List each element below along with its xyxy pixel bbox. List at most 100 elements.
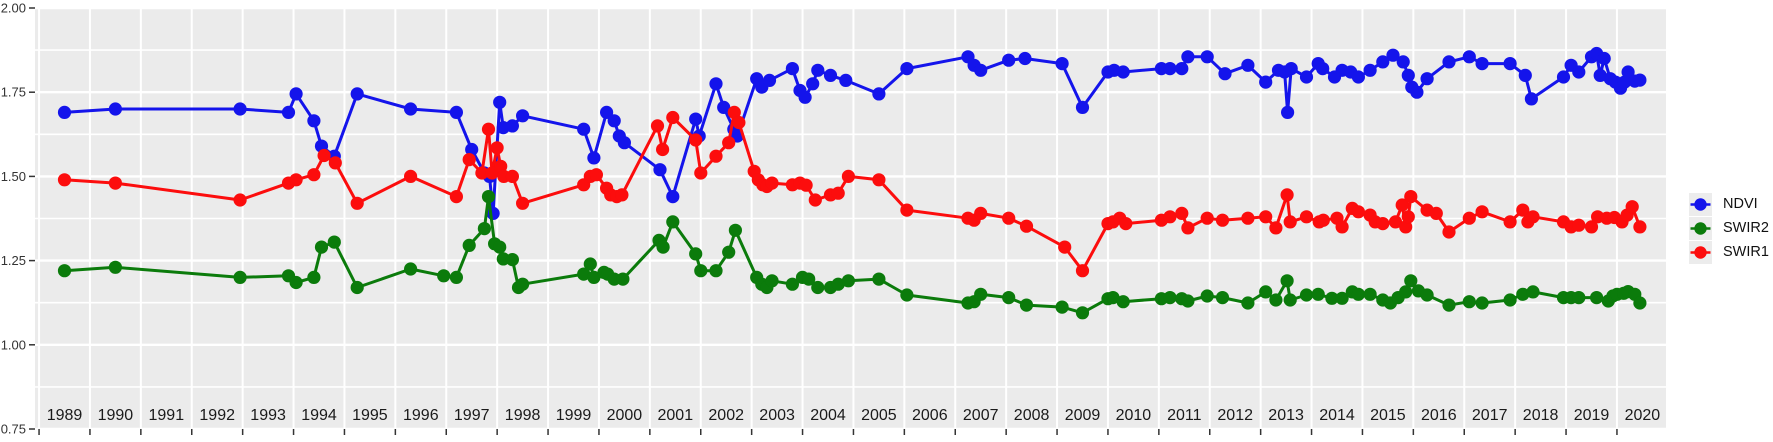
data-point xyxy=(1524,92,1538,106)
data-point xyxy=(617,136,632,150)
data-point xyxy=(449,190,463,204)
data-point xyxy=(1241,296,1255,310)
data-point xyxy=(314,240,329,254)
data-point xyxy=(317,148,331,163)
data-point xyxy=(494,159,508,173)
data-point xyxy=(1311,287,1325,301)
data-point xyxy=(811,63,825,77)
data-point xyxy=(1299,288,1314,302)
data-point xyxy=(57,105,72,119)
data-point xyxy=(1399,285,1413,299)
data-point xyxy=(1503,57,1517,71)
data-point xyxy=(481,122,496,136)
data-point xyxy=(1259,285,1273,299)
swir2-legend-marker-icon xyxy=(1689,217,1712,240)
data-point xyxy=(1526,285,1540,299)
svg-text:1998: 1998 xyxy=(505,407,541,424)
svg-text:1.25: 1.25 xyxy=(1,253,26,268)
data-point xyxy=(505,169,519,183)
legend: NDVI SWIR2 SWIR1 xyxy=(1689,193,1769,264)
data-point xyxy=(1283,293,1297,307)
svg-text:2020: 2020 xyxy=(1625,407,1661,424)
data-point xyxy=(1200,211,1214,225)
data-point xyxy=(1269,293,1283,307)
data-point xyxy=(233,270,247,284)
data-point xyxy=(490,141,504,155)
data-point xyxy=(785,277,800,291)
data-point xyxy=(505,253,519,267)
svg-text:2007: 2007 xyxy=(963,407,999,424)
data-point xyxy=(732,115,746,130)
data-point xyxy=(841,274,856,288)
data-point xyxy=(717,100,731,114)
data-point xyxy=(462,153,476,167)
data-point xyxy=(475,166,489,180)
data-point xyxy=(587,270,601,284)
data-point xyxy=(709,264,723,278)
svg-text:2017: 2017 xyxy=(1472,407,1508,424)
data-point xyxy=(1475,205,1489,219)
data-point xyxy=(1106,291,1120,305)
data-point xyxy=(616,272,630,286)
data-point xyxy=(656,240,670,254)
data-point xyxy=(1442,298,1456,312)
legend-label-ndvi: NDVI xyxy=(1723,196,1758,212)
data-point xyxy=(1404,190,1418,204)
data-point xyxy=(1002,53,1016,67)
data-point xyxy=(108,102,122,116)
svg-text:2010: 2010 xyxy=(1116,407,1152,424)
svg-text:2014: 2014 xyxy=(1319,407,1355,424)
data-point xyxy=(1215,213,1230,227)
data-point xyxy=(1283,215,1297,229)
svg-text:2.00: 2.00 xyxy=(1,1,26,16)
data-point xyxy=(1175,62,1189,76)
data-point xyxy=(1363,63,1377,77)
data-point xyxy=(722,136,736,150)
data-point xyxy=(350,196,364,210)
data-point xyxy=(289,275,303,290)
data-point xyxy=(689,133,703,147)
series-ndvi xyxy=(57,46,1647,220)
data-point xyxy=(1618,75,1632,89)
data-point xyxy=(289,87,303,101)
data-point xyxy=(1625,200,1639,214)
data-point xyxy=(831,186,845,200)
data-point xyxy=(1388,215,1403,229)
data-point xyxy=(806,77,820,91)
data-point xyxy=(1281,105,1295,119)
data-point xyxy=(481,190,496,204)
data-point xyxy=(1075,306,1090,320)
data-point xyxy=(493,95,507,109)
data-point xyxy=(1429,206,1443,220)
data-point xyxy=(900,62,914,76)
svg-text:2009: 2009 xyxy=(1065,407,1101,424)
legend-label-swir1: SWIR1 xyxy=(1723,244,1769,260)
svg-text:2006: 2006 xyxy=(912,407,948,424)
svg-text:2002: 2002 xyxy=(708,407,744,424)
svg-text:2004: 2004 xyxy=(810,407,846,424)
data-point xyxy=(1462,50,1476,64)
axis-ticks xyxy=(29,7,1618,435)
svg-text:1993: 1993 xyxy=(250,407,286,424)
data-point xyxy=(974,206,988,220)
data-point xyxy=(1259,210,1273,224)
data-point xyxy=(728,223,743,237)
data-point xyxy=(465,142,479,157)
svg-text:2008: 2008 xyxy=(1014,407,1050,424)
data-point xyxy=(1181,221,1195,235)
data-point xyxy=(1316,213,1330,227)
data-point xyxy=(57,173,72,187)
data-point xyxy=(1218,67,1232,81)
data-point xyxy=(1442,55,1456,69)
data-point xyxy=(289,173,303,187)
legend-label-swir2: SWIR2 xyxy=(1723,220,1769,236)
data-point xyxy=(1593,68,1607,82)
data-point xyxy=(233,193,247,207)
data-point xyxy=(1200,50,1214,64)
data-point xyxy=(1410,85,1424,99)
data-point xyxy=(505,119,519,133)
data-point xyxy=(1590,291,1604,305)
data-point xyxy=(1269,221,1283,235)
data-point xyxy=(872,272,886,286)
data-point xyxy=(1351,70,1365,84)
